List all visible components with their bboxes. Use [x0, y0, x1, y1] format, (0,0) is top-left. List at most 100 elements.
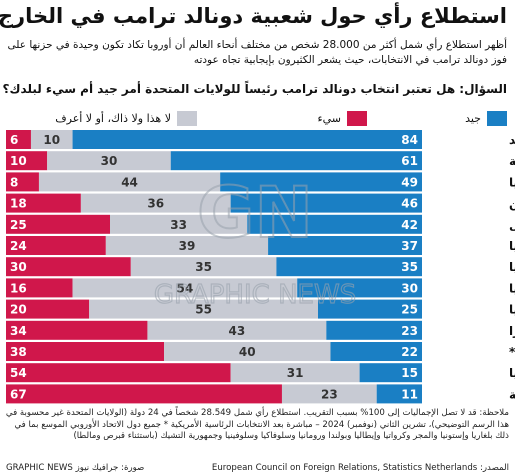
label-good-value: 42: [401, 218, 418, 232]
chart-title: استطلاع رأي حول شعبية دونالد ترامب في ال…: [0, 4, 507, 28]
label-bad-value: 30: [10, 260, 27, 274]
label-neither-value: 35: [195, 260, 212, 274]
bar-neither: [164, 342, 331, 361]
label-good-value: 30: [401, 281, 418, 295]
bar-bad: [6, 363, 231, 383]
bar-neither: [110, 214, 248, 234]
legend-good-label: جيد: [465, 111, 481, 125]
bar-neither: [30, 130, 73, 149]
label-bad-value: 20: [10, 303, 27, 317]
bar-bad: [6, 384, 282, 404]
label-bad-value: 24: [10, 239, 27, 253]
label-neither-value: 43: [229, 324, 246, 338]
label-neither-value: 30: [101, 154, 118, 168]
bar-bad: [6, 236, 106, 255]
label-bad-value: 54: [10, 366, 27, 380]
source-line: المصدر: European Council on Foreign Rela…: [211, 463, 509, 473]
bar-neither: [38, 172, 221, 192]
label-bad-value: 18: [10, 197, 27, 211]
label-bad-value: 16: [10, 281, 27, 295]
category-label: البرازيل: [509, 218, 515, 232]
label-good-value: 61: [401, 154, 418, 168]
label-bad-value: 67: [10, 387, 27, 401]
survey-question: السؤال: هل تعتبر انتخاب دونالد ترامب رئي…: [0, 82, 507, 96]
label-bad-value: 8: [10, 175, 18, 189]
label-good-value: 35: [401, 260, 418, 274]
category-label: الهند: [509, 133, 515, 147]
label-neither-value: 39: [179, 239, 196, 253]
label-neither-value: 23: [321, 387, 338, 401]
legend-good: جيد: [465, 109, 507, 127]
credit-line: صورة: جرافيك نيوز GRAPHIC NEWS: [6, 463, 145, 473]
label-neither-value: 36: [147, 197, 164, 211]
label-good-value: 84: [401, 133, 418, 147]
footnote: ملاحظة: قد لا تصل الإجماليات إلى 100% بس…: [5, 408, 509, 441]
bar-good: [170, 151, 422, 171]
bar-good: [318, 299, 422, 319]
category-label: روسيا: [509, 175, 515, 190]
bar-good: [230, 193, 422, 213]
bar-good: [220, 172, 422, 192]
bar-neither: [147, 320, 327, 340]
stacked-bar-chart: 6 10 84 الهند 10 30 61 السعودية 8 44 49 روسيا 18 36 46…: [6, 130, 515, 404]
bar-good: [376, 384, 422, 404]
chart-subtitle: أظهر استطلاع رأي شمل أكثر من 28.000 شخص …: [7, 39, 507, 66]
category-label: الاتحاد الأوروبي 11*: [509, 344, 515, 360]
bar-good: [247, 214, 422, 234]
bar-neither: [230, 363, 360, 383]
legend-neither-label: لا هذا ولا ذاك، أو لا أعرف: [55, 111, 171, 125]
label-neither-value: 55: [195, 303, 212, 317]
label-bad-value: 34: [10, 324, 27, 338]
label-neither-value: 44: [121, 175, 138, 189]
label-good-value: 37: [401, 239, 418, 253]
bar-neither: [89, 299, 318, 319]
category-label: كوريا الجنوبية: [509, 387, 515, 402]
bar-good: [276, 257, 422, 277]
category-label: بريطانيا: [509, 366, 515, 380]
bar-bad: [6, 257, 131, 277]
bar-neither: [105, 236, 269, 255]
label-bad-value: 6: [10, 133, 18, 147]
label-bad-value: 25: [10, 218, 27, 232]
category-label: السعودية: [509, 154, 515, 169]
category-label: أوكرانيا: [509, 302, 515, 318]
bar-neither: [47, 151, 171, 171]
label-neither-value: 33: [170, 218, 187, 232]
label-good-value: 49: [401, 175, 418, 189]
bar-good: [72, 130, 422, 149]
label-good-value: 46: [401, 197, 418, 211]
bar-bad: [6, 342, 165, 361]
legend-bad: سيء: [317, 109, 367, 127]
bar-good: [268, 236, 422, 255]
bar-neither: [80, 193, 231, 213]
label-good-value: 25: [401, 303, 418, 317]
bar-good: [330, 342, 422, 361]
category-label: تركيا: [509, 260, 515, 274]
label-good-value: 22: [401, 345, 418, 359]
bar-neither: [72, 278, 298, 298]
bar-good: [359, 363, 422, 383]
label-neither-value: 10: [43, 133, 60, 147]
category-label: إندونيسيا: [509, 281, 515, 296]
label-bad-value: 38: [10, 345, 27, 359]
label-neither-value: 31: [287, 366, 304, 380]
label-good-value: 15: [401, 366, 418, 380]
bar-neither: [130, 257, 277, 277]
label-good-value: 11: [401, 387, 418, 401]
legend-bad-swatch: [347, 110, 367, 126]
bar-bad: [6, 278, 73, 298]
bar-bad: [6, 214, 110, 234]
legend-neither: لا هذا ولا ذاك، أو لا أعرف: [55, 109, 197, 127]
legend-good-swatch: [487, 110, 507, 126]
bar-bad: [6, 299, 90, 319]
category-label: جنوب أفريقيا: [509, 238, 515, 254]
legend-neither-swatch: [177, 110, 197, 126]
label-neither-value: 54: [177, 281, 194, 295]
bar-neither: [281, 384, 377, 404]
bar-bad: [6, 130, 31, 149]
legend-bad-label: سيء: [317, 111, 341, 125]
category-label: الصين: [509, 197, 515, 211]
label-neither-value: 40: [239, 345, 256, 359]
label-bad-value: 10: [10, 154, 27, 168]
label-good-value: 23: [401, 324, 418, 338]
